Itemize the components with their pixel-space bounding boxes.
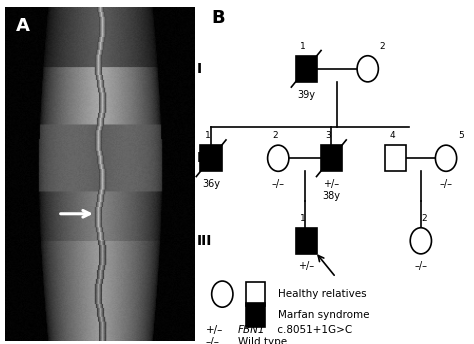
- Circle shape: [436, 145, 456, 171]
- Text: 38y: 38y: [322, 191, 340, 201]
- Circle shape: [357, 56, 378, 82]
- Text: 1: 1: [300, 214, 306, 223]
- Text: 2: 2: [421, 214, 427, 223]
- Text: 3: 3: [325, 131, 331, 140]
- Text: 39y: 39y: [297, 90, 315, 100]
- Text: Marfan syndrome: Marfan syndrome: [278, 310, 370, 320]
- Bar: [201, 145, 222, 171]
- Text: I: I: [197, 62, 202, 76]
- Text: –/–: –/–: [206, 337, 219, 344]
- Text: A: A: [16, 17, 30, 35]
- Text: B: B: [211, 9, 225, 26]
- Circle shape: [410, 228, 431, 254]
- Circle shape: [212, 281, 233, 307]
- Text: +/–: +/–: [206, 324, 223, 335]
- Text: 36y: 36y: [202, 179, 220, 189]
- Text: 2: 2: [272, 131, 278, 140]
- Text: c.8051+1G>C: c.8051+1G>C: [274, 324, 352, 335]
- Text: –/–: –/–: [272, 179, 285, 189]
- Text: 5: 5: [458, 131, 464, 140]
- Bar: [246, 282, 265, 306]
- Bar: [385, 145, 406, 171]
- Text: 1: 1: [300, 42, 306, 51]
- Text: II: II: [197, 151, 208, 165]
- Bar: [296, 56, 317, 82]
- Text: Healthy relatives: Healthy relatives: [278, 289, 367, 299]
- Text: 2: 2: [380, 42, 385, 51]
- Text: Wild type: Wild type: [237, 337, 287, 344]
- Text: –/–: –/–: [439, 179, 453, 189]
- Circle shape: [268, 145, 289, 171]
- Text: 1: 1: [205, 131, 211, 140]
- Text: +/–: +/–: [298, 261, 314, 271]
- Bar: [296, 228, 317, 254]
- Text: +/–: +/–: [323, 179, 339, 189]
- Text: –/–: –/–: [414, 261, 428, 271]
- Bar: [321, 145, 342, 171]
- Text: FBN1: FBN1: [237, 324, 265, 335]
- Bar: [246, 303, 265, 326]
- Text: 4: 4: [390, 131, 395, 140]
- Text: III: III: [197, 234, 212, 248]
